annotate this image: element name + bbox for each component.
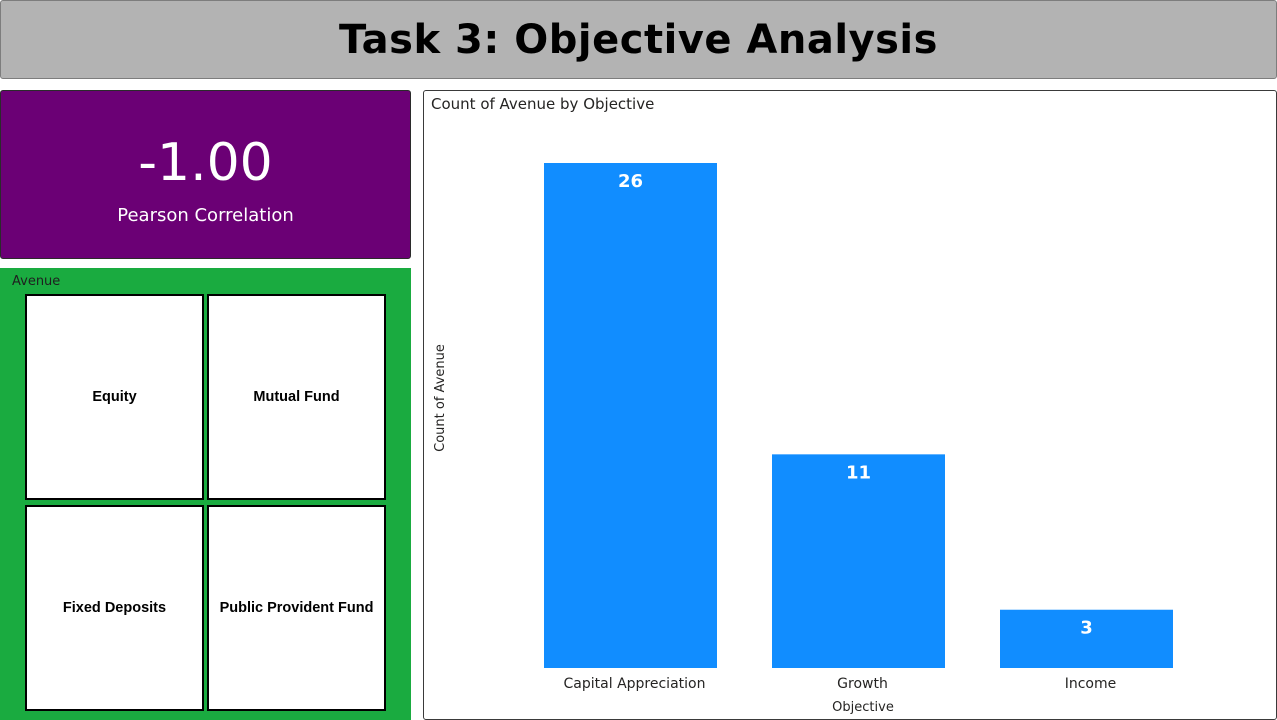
- data-label-income: 3: [1080, 618, 1093, 639]
- bar-capital-appreciation[interactable]: [544, 163, 717, 668]
- report-header: Task 3: Objective Analysis: [0, 0, 1277, 79]
- data-label-capital-appreciation: 26: [618, 171, 643, 192]
- slicer-tile-public-provident-fund[interactable]: Public Provident Fund: [207, 505, 386, 711]
- bars-group: 26 Capital Appreciation 11 Growth 3 Income: [544, 163, 1173, 692]
- slicer-title: Avenue: [12, 274, 61, 289]
- kpi-value: -1.00: [138, 133, 273, 193]
- slicer-tile-fixed-deposits[interactable]: Fixed Deposits: [25, 505, 204, 711]
- bar-growth[interactable]: [772, 454, 945, 668]
- bar-income[interactable]: [1000, 609, 1173, 668]
- x-tick-label-growth: Growth: [837, 676, 888, 692]
- slicer-tile-equity[interactable]: Equity: [25, 294, 204, 500]
- bar-chart: Count of Avenue Objective 26 Capital Appr…: [433, 163, 1173, 715]
- y-axis-title: Count of Avenue: [433, 344, 448, 452]
- x-axis-title: Objective: [832, 700, 894, 715]
- chart-title: Count of Avenue by Objective: [431, 95, 655, 113]
- slicer-tile-mutual-fund[interactable]: Mutual Fund: [207, 294, 386, 500]
- page-title: Task 3: Objective Analysis: [339, 16, 938, 63]
- bar-chart-panel[interactable]: Count of Avenue by Objective Count of Av…: [423, 90, 1277, 720]
- x-tick-label-capital-appreciation: Capital Appreciation: [564, 676, 706, 692]
- x-tick-label-income: Income: [1065, 676, 1117, 692]
- data-label-growth: 11: [846, 462, 871, 483]
- avenue-slicer: Avenue Equity Mutual Fund Fixed Deposits…: [0, 268, 411, 720]
- kpi-label: Pearson Correlation: [117, 205, 294, 226]
- pearson-correlation-card[interactable]: -1.00 Pearson Correlation: [0, 90, 411, 259]
